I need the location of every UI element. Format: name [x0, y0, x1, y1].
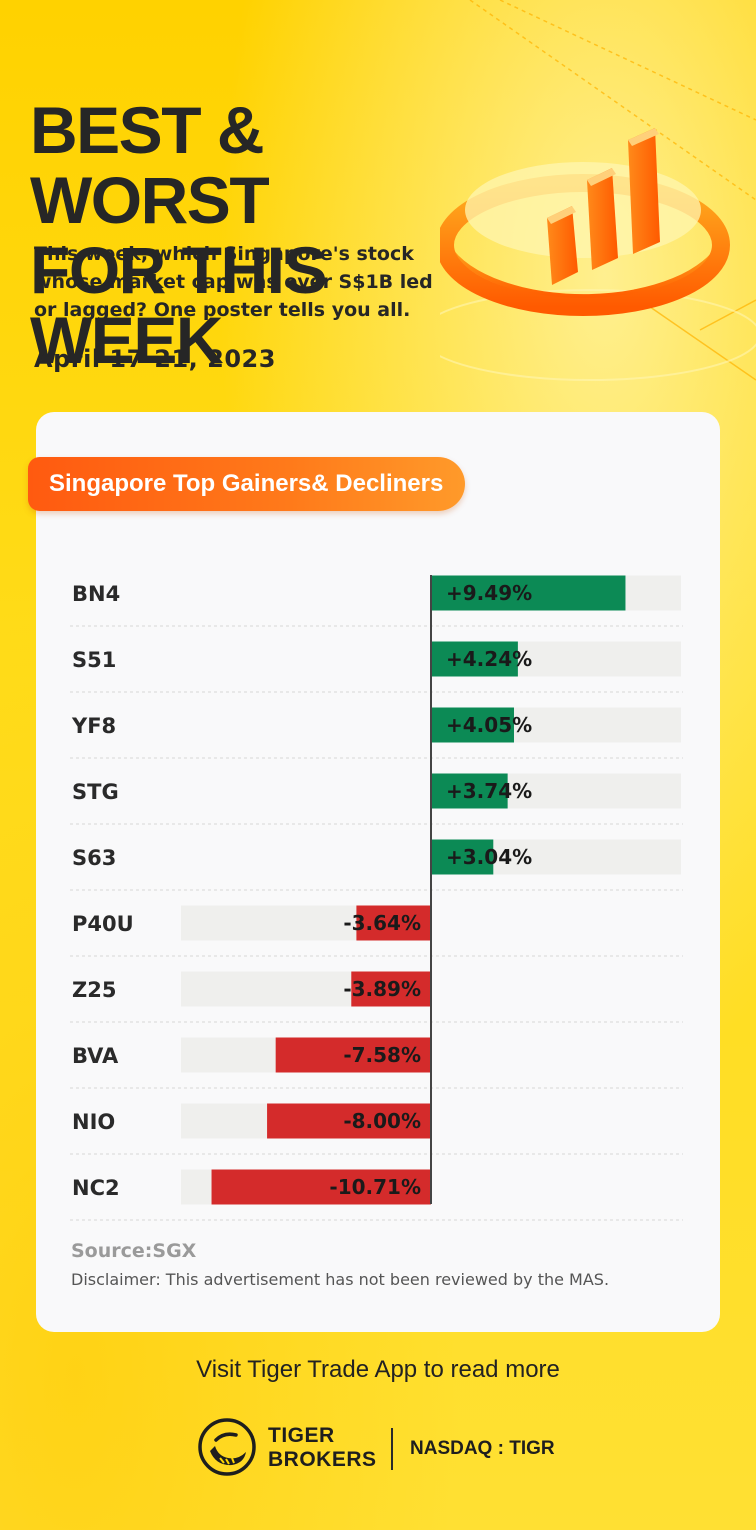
category-label: BVA	[72, 1044, 119, 1068]
disclaimer: Disclaimer: This advertisement has not b…	[71, 1270, 610, 1289]
value-label: +4.05%	[446, 713, 532, 737]
brand-name: TIGER BROKERS	[268, 1424, 377, 1472]
page-title: BEST & WORST FOR THIS WEEK	[30, 95, 500, 375]
value-label: -8.00%	[343, 1109, 421, 1133]
category-label: S51	[72, 648, 116, 672]
tiger-logo-icon	[198, 1418, 256, 1476]
category-label: NC2	[72, 1176, 120, 1200]
value-label: +3.74%	[446, 779, 532, 803]
category-label: YF8	[71, 714, 116, 738]
value-label: +4.24%	[446, 647, 532, 671]
brand-divider	[391, 1428, 393, 1470]
category-label: NIO	[72, 1110, 115, 1134]
bar-S63	[431, 839, 494, 875]
value-label: -10.71%	[329, 1175, 421, 1199]
bar-YF8	[431, 707, 514, 743]
category-label: BN4	[72, 582, 120, 606]
brand-line-2: BROKERS	[268, 1448, 377, 1471]
category-label: Z25	[72, 978, 116, 1002]
category-label: S63	[72, 846, 116, 870]
category-label: P40U	[72, 912, 134, 936]
title-line-1: BEST & WORST	[30, 93, 270, 237]
brand-line-1: TIGER	[268, 1424, 335, 1447]
value-label: -3.64%	[343, 911, 421, 935]
date-range: April 17-21, 2023	[34, 345, 276, 373]
title-line-2: FOR THIS WEEK	[30, 233, 328, 377]
category-label: STG	[72, 780, 119, 804]
bar-S51	[431, 641, 518, 677]
value-label: +9.49%	[446, 581, 532, 605]
page-subtitle: This week, which Singapore's stock whose…	[34, 243, 433, 321]
value-label: -7.58%	[343, 1043, 421, 1067]
value-label: +3.04%	[446, 845, 532, 869]
bar-BVA	[275, 1037, 431, 1073]
bar-NIO	[267, 1103, 431, 1139]
bar-chart-hero-icon	[440, 0, 756, 381]
section-title-pill: Singapore Top Gainers& Decliners	[28, 457, 465, 511]
value-label: -3.89%	[343, 977, 421, 1001]
bar-Z25	[351, 971, 431, 1007]
bar-STG	[431, 773, 508, 809]
bar-BN4	[431, 575, 626, 611]
source-note: Source:SGX	[71, 1240, 197, 1262]
ticker-symbol: NASDAQ : TIGR	[410, 1438, 555, 1459]
bar-NC2	[211, 1169, 431, 1205]
cta-text[interactable]: Visit Tiger Trade App to read more	[196, 1356, 560, 1383]
bar-P40U	[356, 905, 431, 941]
